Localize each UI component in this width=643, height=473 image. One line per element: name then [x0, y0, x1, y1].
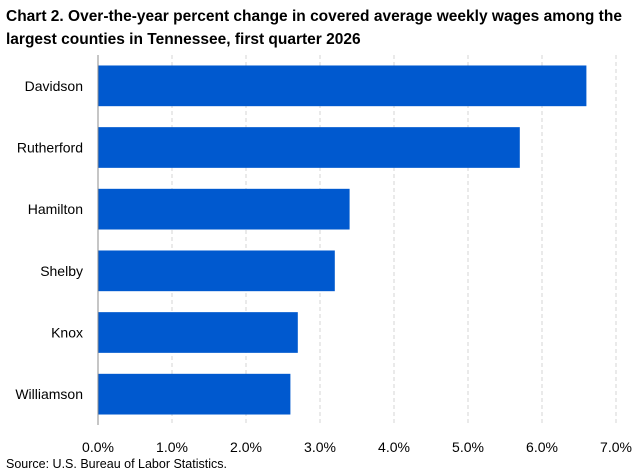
category-label-knox: Knox: [51, 325, 83, 341]
bar-knox: [98, 312, 298, 353]
chart-title: Chart 2. Over-the-year percent change in…: [6, 8, 622, 48]
category-label-rutherford: Rutherford: [17, 140, 83, 156]
x-tick-label: 2.0%: [230, 439, 262, 455]
x-tick-labels: 0.0% 1.0% 2.0% 3.0% 4.0% 5.0% 6.0% 7.0%: [82, 439, 632, 455]
bar-shelby: [98, 250, 335, 292]
gridlines: [171, 55, 617, 425]
category-labels: Davidson Rutherford Hamilton Shelby Knox Will…: [15, 78, 83, 402]
x-tick-label: 4.0%: [378, 439, 410, 455]
x-tick-label: 0.0%: [82, 439, 114, 455]
category-label-hamilton: Hamilton: [28, 201, 83, 217]
category-label-williamson: Williamson: [15, 386, 83, 402]
x-tick-label: 5.0%: [452, 439, 484, 455]
source-note: Source: U.S. Bureau of Labor Statistics.: [6, 457, 227, 471]
bar-rutherford: [98, 127, 520, 168]
x-tick-label: 3.0%: [304, 439, 336, 455]
bar-williamson: [98, 373, 291, 415]
category-label-shelby: Shelby: [40, 263, 83, 279]
category-label-davidson: Davidson: [25, 78, 83, 94]
x-tick-label: 7.0%: [600, 439, 632, 455]
bar-davidson: [98, 65, 587, 107]
bar-hamilton: [98, 188, 350, 230]
bars: [98, 65, 587, 415]
x-tick-label: 1.0%: [156, 439, 188, 455]
x-tick-label: 6.0%: [526, 439, 558, 455]
